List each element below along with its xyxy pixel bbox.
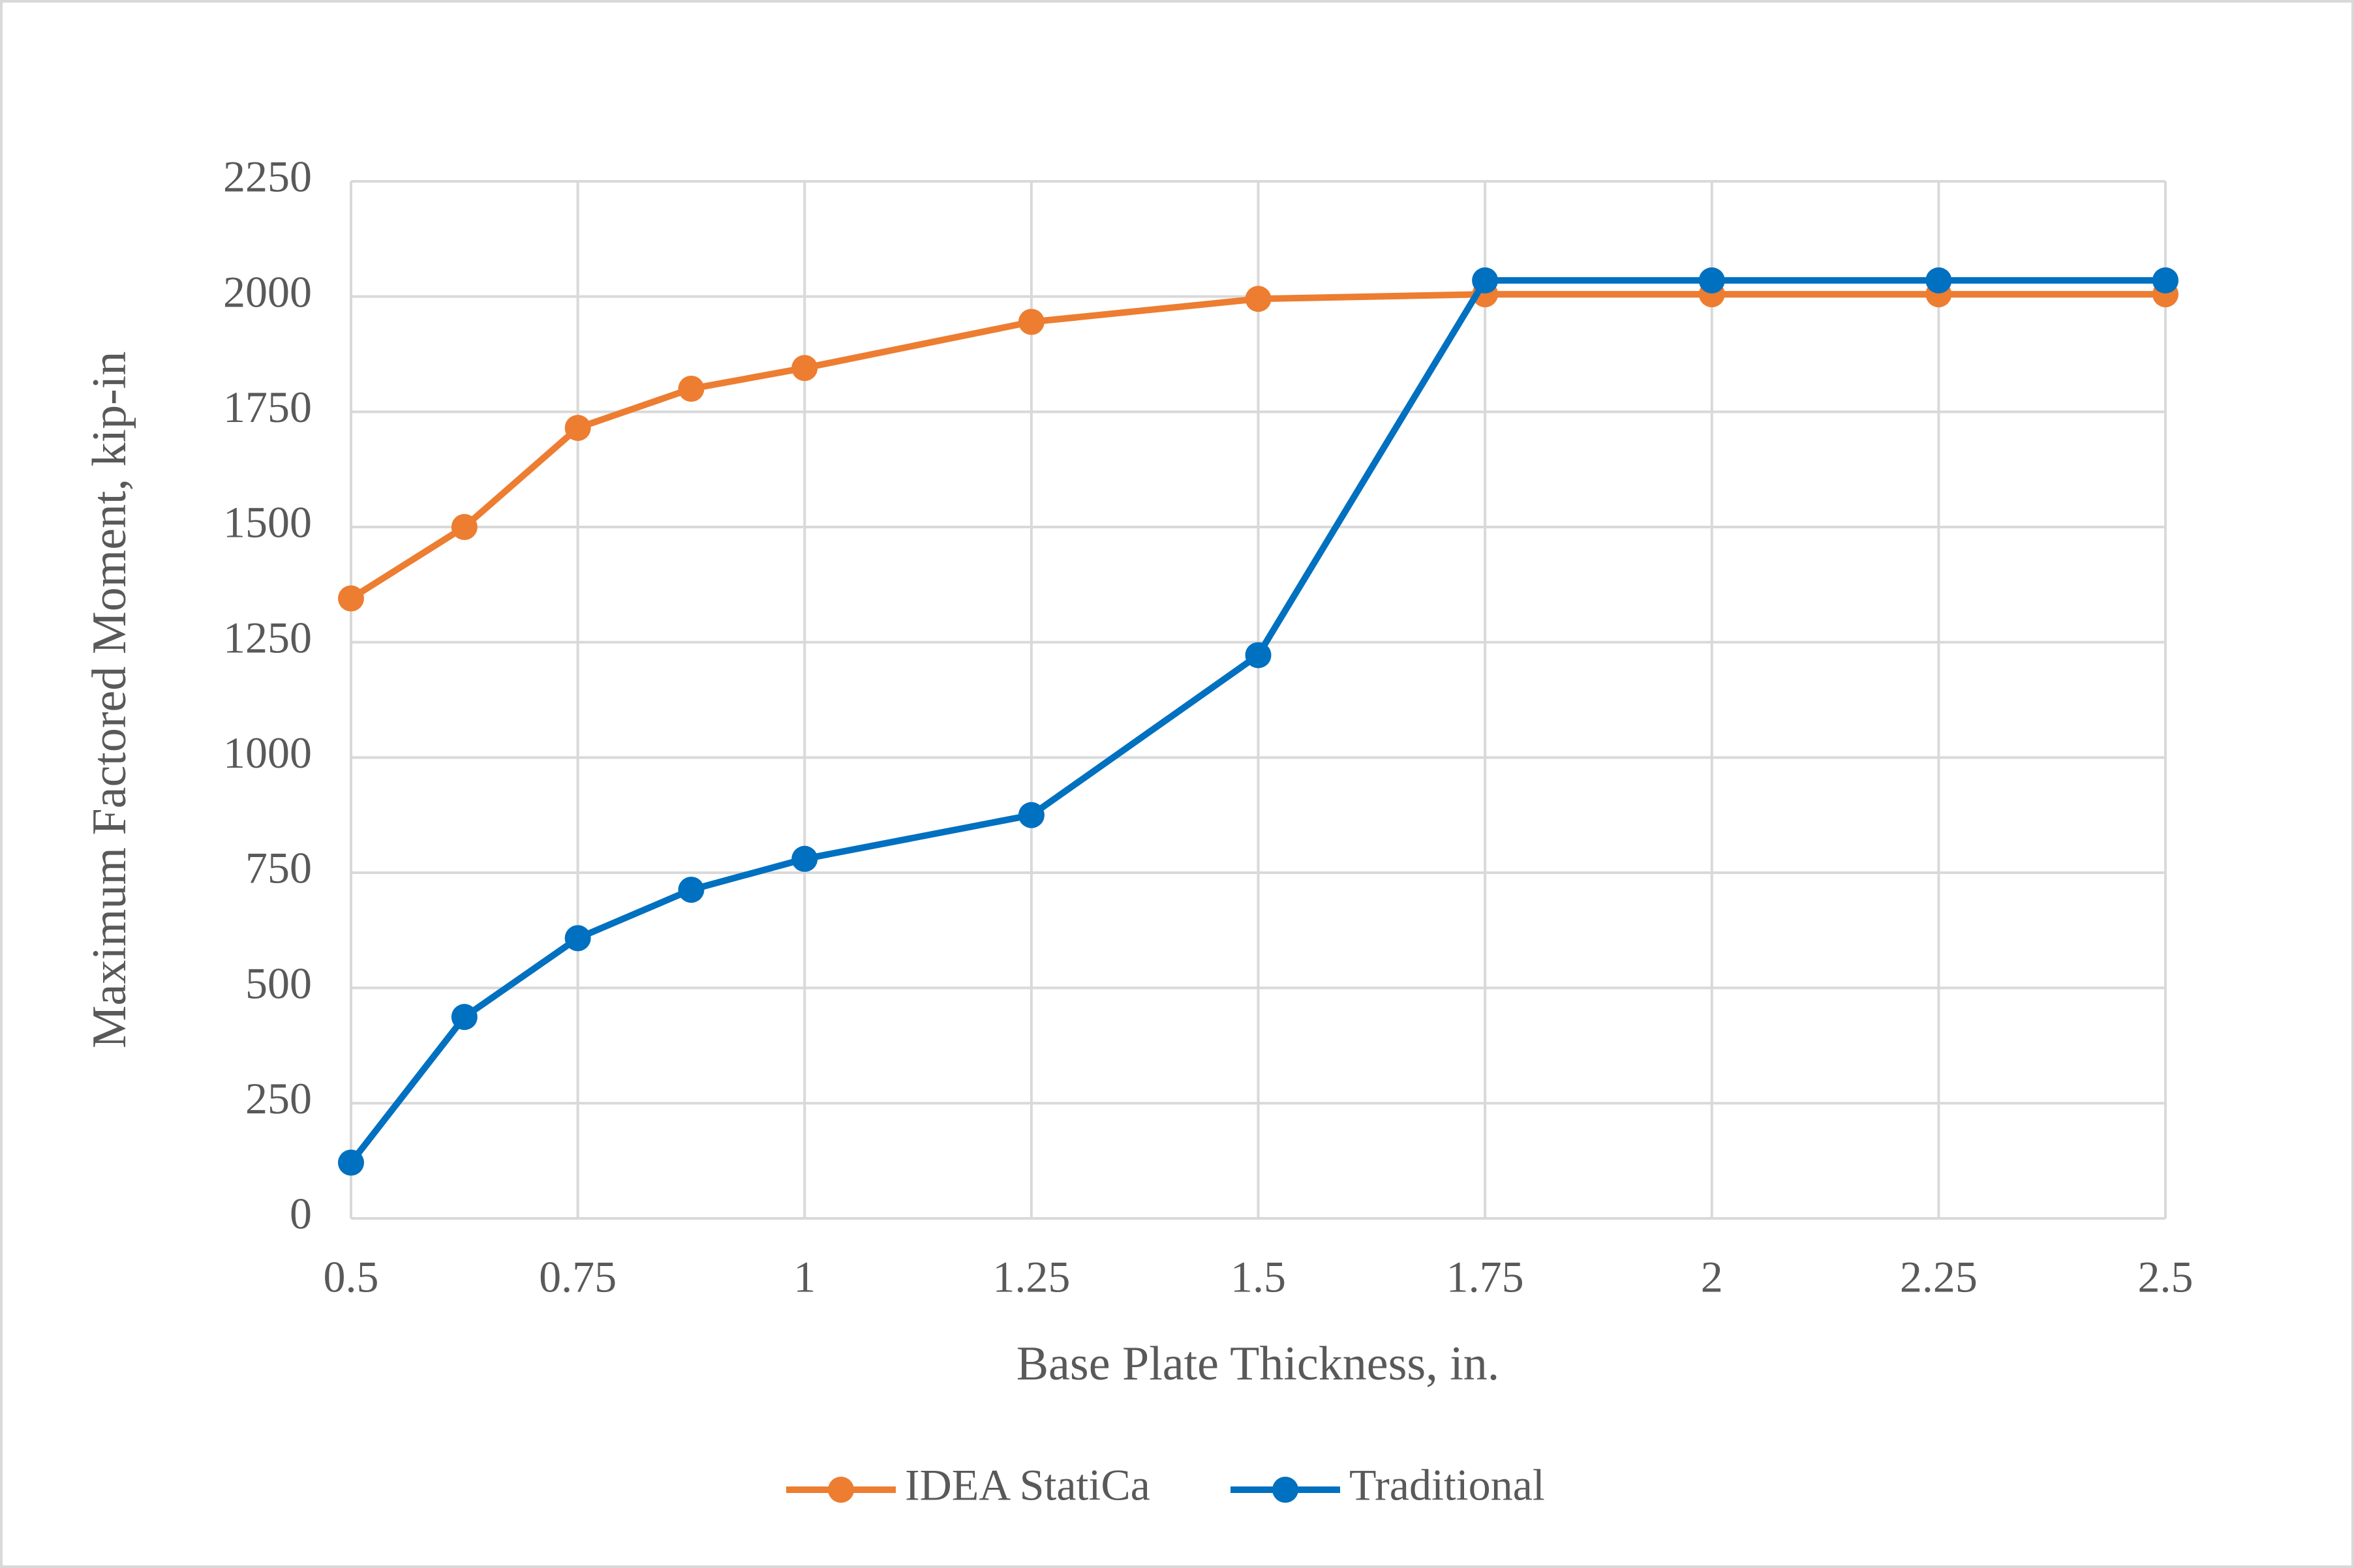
- x-tick-label: 1: [793, 1252, 816, 1302]
- y-tick-label: 250: [245, 1074, 312, 1123]
- data-point: [791, 355, 818, 382]
- y-tick-label: 1500: [223, 498, 312, 547]
- legend-marker: [828, 1477, 854, 1503]
- data-point: [1925, 267, 1952, 294]
- x-tick-label: 1.5: [1230, 1252, 1286, 1302]
- data-point: [1245, 286, 1272, 312]
- y-tick-label: 750: [245, 843, 312, 893]
- x-tick-label: 0.5: [324, 1252, 379, 1302]
- data-point: [451, 514, 478, 540]
- y-tick-label: 0: [290, 1189, 312, 1239]
- y-tick-label: 500: [245, 958, 312, 1008]
- data-point: [678, 877, 705, 903]
- legend-marker: [1272, 1477, 1298, 1503]
- data-point: [678, 376, 705, 402]
- data-point: [791, 845, 818, 872]
- x-tick-label: 2: [1701, 1252, 1723, 1302]
- x-tick-label: 0.75: [539, 1252, 617, 1302]
- y-tick-label: 2000: [223, 267, 312, 316]
- data-point: [564, 415, 591, 442]
- data-point: [451, 1004, 478, 1031]
- data-point: [338, 585, 364, 612]
- y-tick-label: 1750: [223, 382, 312, 432]
- data-point: [1472, 267, 1499, 294]
- x-tick-label: 1.75: [1446, 1252, 1524, 1302]
- data-point: [1018, 309, 1045, 335]
- y-tick-label: 1250: [223, 612, 312, 662]
- legend-label: Traditional: [1349, 1460, 1545, 1510]
- y-tick-label: 2250: [223, 152, 312, 202]
- data-point: [564, 925, 591, 952]
- x-tick-label: 2.5: [2138, 1252, 2194, 1302]
- x-tick-label: 2.25: [1900, 1252, 1978, 1302]
- x-tick-label: 1.25: [992, 1252, 1070, 1302]
- legend-label: IDEA StatiCa: [905, 1460, 1150, 1510]
- data-point: [1018, 802, 1045, 828]
- data-point: [2152, 267, 2178, 294]
- data-point: [1698, 267, 1725, 294]
- y-axis-title: Maximum Factored Moment, kip-in: [83, 352, 136, 1049]
- x-axis-title: Base Plate Thickness, in.: [1016, 1337, 1500, 1391]
- data-point: [338, 1149, 364, 1176]
- data-point: [1245, 642, 1272, 669]
- y-tick-label: 1000: [223, 728, 312, 777]
